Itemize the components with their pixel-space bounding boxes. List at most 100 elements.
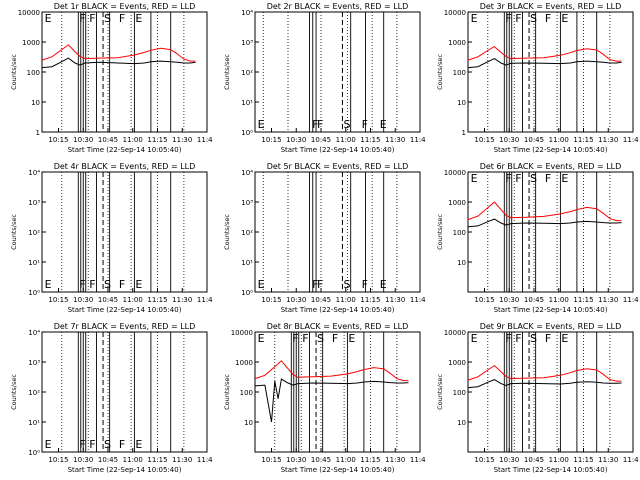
plot-frame	[467, 331, 634, 453]
events-series-line	[467, 379, 622, 389]
y-tick-label: 10⁴	[28, 329, 40, 337]
marker-letter: S	[530, 12, 537, 25]
lld-series-line	[467, 201, 622, 222]
marker-letter: S	[343, 278, 350, 291]
x-tick-label: 10:45	[524, 296, 544, 304]
x-tick-label: 11:30	[172, 136, 192, 144]
marker-letter: F	[515, 172, 521, 185]
x-tick-label: 11:15	[573, 136, 593, 144]
x-tick-label: 11:00	[549, 456, 569, 464]
marker-letter: F	[89, 278, 95, 291]
x-tick-label: 10:30	[73, 456, 93, 464]
y-axis-label: Counts/sec	[223, 374, 231, 410]
y-axis-label: Counts/sec	[436, 374, 444, 410]
panel-title: Det 4r BLACK = Events, RED = LLD	[54, 162, 196, 171]
marker-letter: F	[302, 332, 308, 345]
y-axis-label: Counts/sec	[436, 214, 444, 250]
panel-title: Det 1r BLACK = Events, RED = LLD	[54, 2, 196, 11]
x-tick-label: 11:30	[172, 456, 192, 464]
marker-letter: E	[561, 172, 568, 185]
marker-letter: F	[505, 332, 511, 345]
x-tick-label: 11:45	[623, 296, 639, 304]
marker-letter: F	[89, 438, 95, 451]
y-tick-label: 10³	[28, 359, 40, 367]
x-tick-label: 11:45	[197, 296, 213, 304]
plot-frame	[41, 11, 208, 133]
x-tick-label: 10:15	[261, 136, 281, 144]
y-tick-label: 10¹	[28, 259, 40, 267]
marker-letter: E	[471, 12, 478, 25]
plot-frame	[254, 171, 421, 293]
marker-letter: F	[119, 278, 125, 291]
panel-title: Det 8r BLACK = Events, RED = LLD	[267, 322, 409, 331]
x-tick-label: 11:00	[123, 136, 143, 144]
x-tick-label: 11:45	[410, 136, 426, 144]
x-tick-label: 11:00	[336, 136, 356, 144]
plot-frame	[41, 331, 208, 453]
lld-series-line	[254, 360, 409, 382]
marker-letter: F	[332, 332, 338, 345]
x-tick-label: 11:15	[360, 296, 380, 304]
x-tick-label: 10:45	[98, 136, 118, 144]
marker-letter: F	[312, 278, 318, 291]
marker-letter: F	[362, 118, 368, 131]
x-tick-label: 11:00	[549, 296, 569, 304]
x-tick-label: 11:15	[147, 296, 167, 304]
events-series-line	[254, 378, 409, 423]
y-tick-label: 10⁰	[241, 129, 253, 137]
x-tick-label: 10:30	[73, 136, 93, 144]
y-tick-label: 10	[457, 99, 466, 107]
x-tick-label: 10:15	[474, 296, 494, 304]
x-tick-label: 10:30	[499, 296, 519, 304]
y-tick-label: 10¹	[241, 259, 253, 267]
x-tick-label: 11:30	[385, 136, 405, 144]
x-tick-label: 11:15	[147, 456, 167, 464]
y-tick-label: 10³	[241, 199, 253, 207]
y-tick-label: 10000	[231, 329, 253, 337]
marker-letter: F	[515, 332, 521, 345]
x-axis-label: Start Time (22-Sep-14 10:05:40)	[281, 306, 395, 314]
marker-letter: E	[45, 278, 52, 291]
y-tick-label: 10¹	[28, 419, 40, 427]
marker-letter: F	[505, 172, 511, 185]
marker-letter: S	[343, 118, 350, 131]
y-tick-label: 10⁴	[28, 169, 40, 177]
plot-frame	[467, 171, 634, 293]
y-tick-label: 1000	[448, 359, 466, 367]
marker-letter: F	[545, 12, 551, 25]
marker-letter: S	[104, 278, 111, 291]
y-tick-label: 1000	[235, 359, 253, 367]
y-axis-label: Counts/sec	[10, 214, 18, 250]
y-tick-label: 10000	[444, 329, 466, 337]
y-tick-label: 10	[457, 419, 466, 427]
y-tick-label: 10⁴	[241, 169, 253, 177]
marker-letter: S	[530, 332, 537, 345]
x-tick-label: 11:30	[598, 136, 618, 144]
events-series-line	[467, 58, 622, 69]
lld-series-line	[41, 44, 196, 62]
y-tick-label: 1	[462, 129, 466, 137]
y-tick-label: 100	[240, 389, 253, 397]
marker-letter: E	[380, 278, 387, 291]
events-series-line	[41, 57, 196, 69]
marker-letter: F	[79, 12, 85, 25]
y-tick-label: 10²	[241, 69, 253, 77]
x-tick-label: 11:00	[336, 296, 356, 304]
x-tick-label: 11:30	[598, 456, 618, 464]
y-axis-label: Counts/sec	[223, 214, 231, 250]
marker-letter: E	[45, 12, 52, 25]
marker-letter: E	[258, 332, 265, 345]
y-tick-label: 10²	[28, 389, 40, 397]
marker-letter: E	[348, 332, 355, 345]
y-tick-label: 1	[36, 129, 40, 137]
x-tick-label: 11:30	[385, 296, 405, 304]
y-tick-label: 10⁴	[241, 9, 253, 17]
panel-title: Det 6r BLACK = Events, RED = LLD	[480, 162, 622, 171]
x-tick-label: 10:45	[524, 456, 544, 464]
plot-frame	[254, 331, 421, 453]
